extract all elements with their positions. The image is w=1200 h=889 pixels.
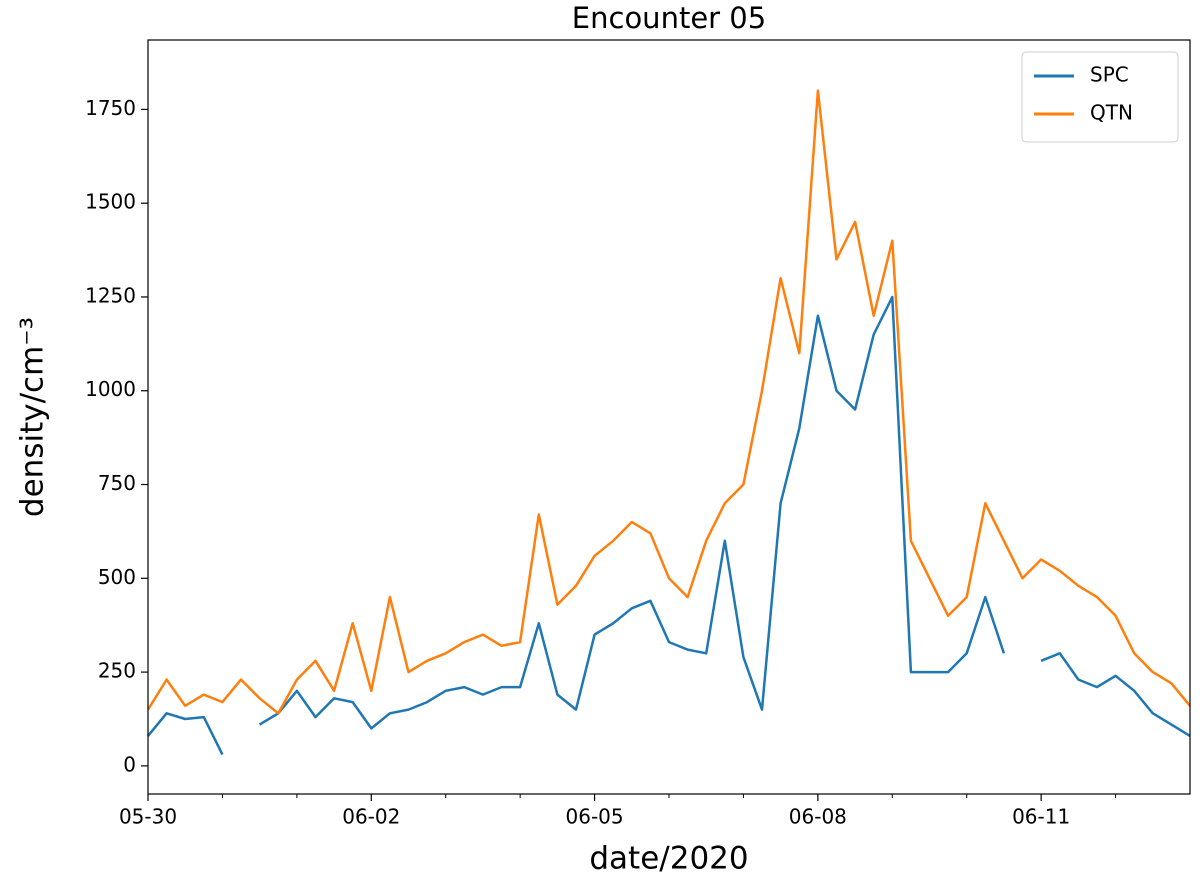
- y-tick-label: 1250: [85, 283, 136, 307]
- data-line: [147, 712, 224, 756]
- y-tick-label: 250: [98, 659, 136, 683]
- x-tick-label: 05-30: [119, 805, 177, 829]
- legend-label: QTN: [1090, 101, 1133, 125]
- x-tick-label: 06-11: [1012, 805, 1070, 829]
- y-tick-label: 500: [98, 565, 136, 589]
- y-tick-label: 1750: [85, 96, 136, 120]
- x-tick-label: 06-08: [789, 805, 847, 829]
- y-tick-label: 0: [123, 752, 136, 776]
- data-line: [1040, 652, 1191, 737]
- y-tick-label: 1000: [85, 377, 136, 401]
- y-tick-label: 1500: [85, 190, 136, 214]
- x-tick-label: 06-02: [342, 805, 400, 829]
- x-axis-label: date/2020: [589, 841, 748, 877]
- legend-label: SPC: [1090, 63, 1129, 87]
- y-tick-label: 750: [98, 471, 136, 495]
- x-tick-label: 06-05: [566, 805, 624, 829]
- data-line: [258, 295, 1006, 730]
- y-axis-label: density/cm⁻³: [15, 317, 51, 517]
- plot-frame: [147, 39, 1191, 795]
- data-line: [146, 89, 1191, 715]
- chart-title: Encounter 05: [572, 1, 766, 35]
